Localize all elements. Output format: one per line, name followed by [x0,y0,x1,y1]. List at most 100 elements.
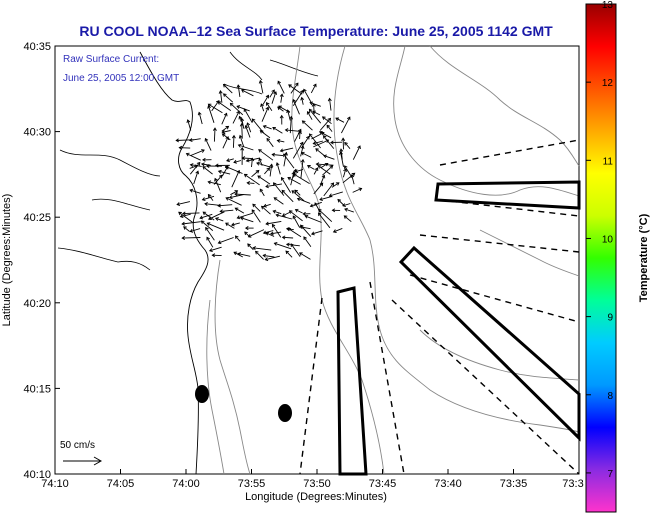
current-vector-head [344,207,348,212]
current-vector [236,105,250,112]
current-vector-head [273,241,278,246]
current-vector-head [195,170,200,175]
current-vector [273,197,284,205]
current-vector-head [309,101,314,106]
current-vector [235,235,241,242]
current-vector [219,90,223,103]
current-vector [234,193,251,196]
current-vector-head [214,217,219,221]
current-vector-head [266,167,271,171]
current-vector [189,165,198,169]
current-vector-head [214,163,219,168]
current-vector-head [339,148,344,152]
current-vector [287,177,301,185]
current-vector [326,125,333,132]
current-vector [274,242,292,250]
current-vector-head [258,149,262,153]
current-vector-head [294,208,299,213]
current-vector-head [197,111,202,116]
current-vector [315,148,325,156]
current-vector-head [299,141,304,146]
current-vector-head [337,198,342,203]
current-vector [190,164,202,167]
current-vector [218,204,233,207]
current-vector-head [260,205,265,210]
current-vector-head [225,222,229,227]
current-vector [226,158,234,162]
current-vector [243,108,253,124]
current-vector-head [273,197,278,201]
current-vector-head [234,235,239,239]
current-vector-head [331,208,336,213]
current-vector [209,246,222,252]
current-vector-head [181,236,186,240]
current-vector [319,131,332,139]
current-vector-head [200,220,205,224]
current-vector-head [300,145,305,150]
current-vector [206,237,214,248]
current-vector [313,139,329,148]
current-vector-head [306,135,310,140]
current-vector [182,237,201,239]
current-vector [266,102,273,112]
current-vector-head [240,146,245,151]
current-vector [303,89,312,103]
current-vector [337,199,344,206]
current-vector [223,93,234,103]
current-vector [318,165,331,175]
current-vector [322,165,333,176]
current-vector-head [350,174,355,178]
current-vector-head [208,248,213,253]
current-vector-head [284,128,289,133]
current-vector [246,122,252,133]
current-vector-head [206,236,210,241]
current-vector [335,117,345,123]
current-vector [208,194,214,201]
current-vector [222,136,229,149]
current-vector-head [292,98,297,103]
current-vector-head [343,168,348,172]
current-vector-head [301,120,306,124]
current-vector [290,243,301,257]
current-vector-head [338,151,343,155]
current-vector-head [207,180,212,185]
current-vector-head [279,93,284,98]
current-vector [223,84,233,94]
current-vector [205,227,215,241]
current-vector-head [294,82,299,87]
colorbar-tick-label: 13 [602,0,614,11]
current-vector-head [310,231,315,236]
current-vector-head [330,140,334,145]
current-vector-head [240,216,244,221]
current-vector-head [258,79,263,84]
current-vector-head [211,253,216,258]
current-vector [277,139,285,143]
current-vector [313,167,318,175]
current-vector [265,232,275,237]
current-vector-head [327,97,332,102]
current-vector-head [346,116,351,121]
colorbar-tick-label: 8 [607,391,613,402]
current-vector [300,159,304,179]
current-vector-head [189,228,194,233]
current-vector [190,228,201,232]
current-vector [318,212,331,229]
current-vector-head [341,137,346,142]
current-vector-head [218,90,223,94]
coastline [139,51,209,475]
current-vector-head [335,182,340,186]
buoy-marker [195,385,209,403]
current-vector-head [234,190,239,194]
current-vector-head [262,230,267,235]
colorbar-tick-label: 9 [607,313,613,324]
current-vector [263,203,271,207]
current-vector [176,201,191,206]
current-vector-head [224,165,229,170]
current-vector-head [225,125,230,130]
current-vector-head [265,106,270,111]
current-vector [266,220,282,225]
current-vector-head [228,195,233,200]
current-vector-head [306,165,311,169]
current-vector [208,103,223,114]
current-vector [283,153,295,169]
